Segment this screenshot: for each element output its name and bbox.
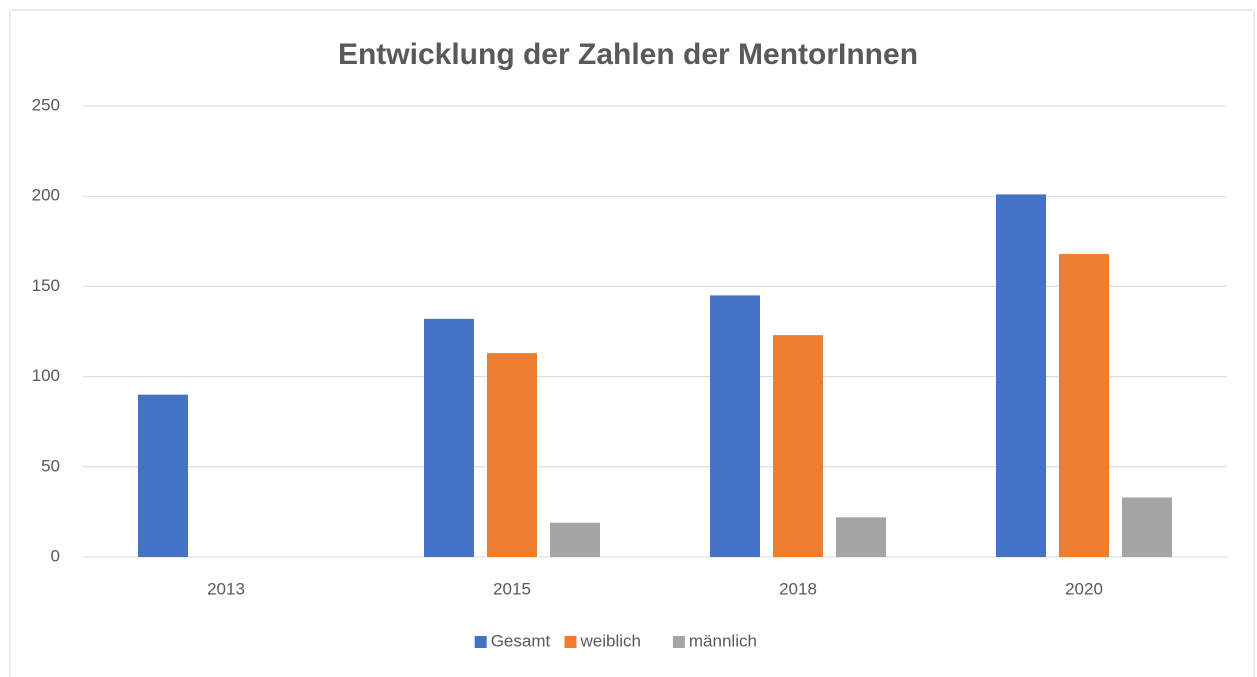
x-tick-label: 2020: [1065, 579, 1103, 598]
chart-border: [9, 9, 1255, 677]
bar: [710, 295, 760, 557]
legend-label: weiblich: [580, 631, 641, 650]
bar: [424, 318, 474, 557]
x-tick-label: 2015: [493, 579, 531, 598]
bar: [1122, 497, 1172, 557]
bar: [550, 522, 600, 557]
bar: [1059, 253, 1109, 558]
y-tick-label: 0: [51, 546, 60, 565]
bar: [836, 517, 886, 557]
bar: [487, 353, 537, 557]
x-tick-label: 2013: [207, 579, 245, 598]
legend-swatch: [672, 636, 685, 648]
y-tick-label: 200: [32, 186, 60, 205]
legend-swatch: [474, 636, 487, 648]
bar: [138, 394, 188, 557]
y-tick-label: 250: [32, 95, 60, 114]
x-tick-label: 2018: [779, 579, 817, 598]
chart-title: Entwicklung der Zahlen der MentorInnen: [338, 38, 918, 71]
y-tick-label: 100: [32, 366, 60, 385]
bar: [773, 335, 823, 557]
y-tick-label: 150: [32, 276, 60, 295]
legend-swatch: [564, 636, 577, 648]
legend-label: Gesamt: [491, 631, 551, 650]
legend-label: männlich: [689, 631, 757, 650]
bar: [996, 194, 1046, 557]
y-tick-label: 50: [41, 456, 60, 475]
